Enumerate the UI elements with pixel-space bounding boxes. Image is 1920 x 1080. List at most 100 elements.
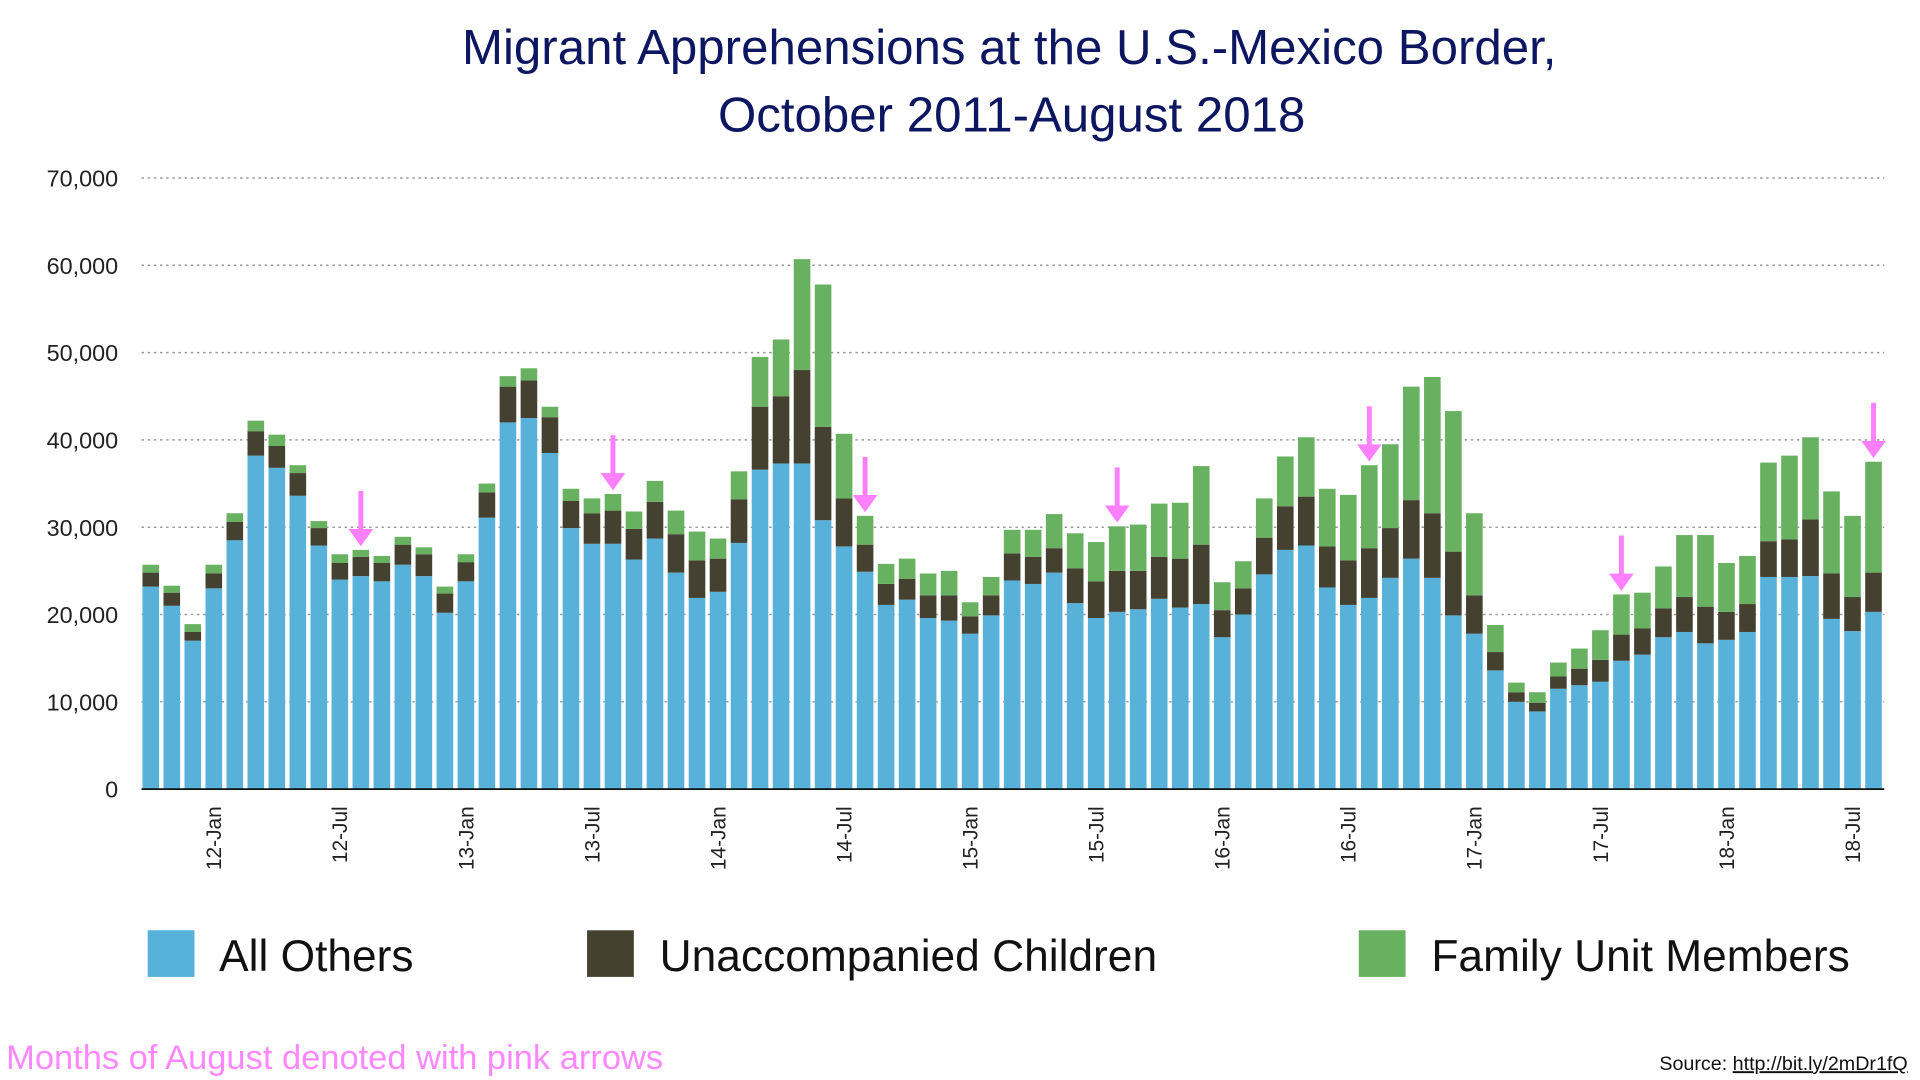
bar-segment-all-others [184, 640, 202, 790]
bar-segment-all-others [1466, 633, 1483, 790]
bar-segment-family-unit-members [1150, 503, 1168, 557]
bar-segment-family-unit-members [1382, 444, 1399, 529]
bar-segment-unaccompanied-children [1760, 541, 1777, 577]
bar-segment-family-unit-members [1445, 411, 1462, 552]
bar-segment-unaccompanied-children [751, 406, 769, 470]
bar-segment-unaccompanied-children [1192, 544, 1210, 605]
bar-segment-family-unit-members [394, 536, 412, 545]
bar-segment-family-unit-members [1613, 594, 1630, 635]
bar-segment-all-others [226, 540, 244, 790]
bar-segment-family-unit-members [352, 549, 370, 557]
bar-segment-unaccompanied-children [1697, 606, 1714, 644]
bar-segment-all-others [1297, 545, 1315, 790]
bar-segment-family-unit-members [1508, 682, 1525, 693]
bar-segment-unaccompanied-children [1003, 553, 1021, 581]
bar-segment-unaccompanied-children [688, 560, 706, 598]
legend-label-unaccompanied-children: Unaccompanied Children [660, 932, 1157, 981]
bar-segment-unaccompanied-children [877, 583, 895, 605]
bar-segment-unaccompanied-children [604, 510, 622, 544]
bar-segment-all-others [1003, 580, 1021, 790]
bar-segment-all-others [919, 618, 937, 790]
source-link[interactable]: http://bit.ly/2mDr1fQ [1733, 1053, 1908, 1075]
bar-segment-family-unit-members [310, 521, 328, 529]
bar-segment-family-unit-members [583, 498, 601, 514]
bar-segment-family-unit-members [1339, 494, 1357, 561]
legend-swatch-family-unit-members [1358, 930, 1406, 977]
legend-swatch-unaccompanied-children [587, 930, 634, 977]
bar-segment-unaccompanied-children [1550, 676, 1567, 689]
bar-segment-unaccompanied-children [1276, 506, 1294, 550]
bar-segment-all-others [415, 576, 433, 790]
bar-segment-unaccompanied-children [1066, 568, 1084, 604]
bar-segment-unaccompanied-children [1108, 570, 1126, 612]
bar-segment-unaccompanied-children [856, 544, 874, 572]
y-tick-label: 10,000 [47, 689, 119, 715]
bar-segment-family-unit-members [415, 547, 433, 555]
bar-segment-family-unit-members [1087, 542, 1105, 582]
bar-segment-family-unit-members [709, 538, 727, 559]
bar-segment-family-unit-members [1865, 461, 1882, 573]
august-arrow-icon [1104, 467, 1130, 523]
bar-segment-family-unit-members [268, 434, 286, 447]
bar-segment-all-others [1318, 587, 1336, 790]
legend: All Others Unaccompanied Children Family… [147, 930, 1850, 981]
bar-segment-family-unit-members [1066, 533, 1084, 569]
bar-segment-family-unit-members [1739, 556, 1756, 605]
bar-segment-unaccompanied-children [331, 562, 349, 580]
bar-segment-all-others [163, 605, 181, 790]
bar-segment-all-others [667, 572, 685, 790]
august-arrow-icon [1609, 535, 1634, 591]
bar-segment-family-unit-members [1297, 437, 1315, 497]
bar-segment-all-others [1739, 631, 1756, 790]
bar-segment-family-unit-members [982, 576, 1000, 596]
y-tick-label: 30,000 [47, 515, 119, 541]
bar-segment-all-others [1550, 688, 1567, 790]
bar-segment-all-others [478, 517, 496, 790]
y-axis: 0 10,000 20,000 30,000 40,000 50,000 60,000 70,… [47, 166, 119, 803]
bar-segment-family-unit-members [1592, 630, 1609, 660]
bar-segment-unaccompanied-children [961, 616, 979, 634]
bar-segment-all-others [1234, 614, 1252, 790]
bar-segment-unaccompanied-children [352, 556, 370, 577]
bar-segment-family-unit-members [919, 573, 937, 596]
bar-segment-unaccompanied-children [730, 499, 748, 543]
bar-segment-all-others [205, 588, 223, 790]
bar-segment-family-unit-members [1003, 529, 1021, 554]
bar-segment-unaccompanied-children [310, 528, 328, 546]
bar-segment-all-others [1360, 597, 1378, 790]
bar-segment-family-unit-members [1697, 535, 1714, 607]
bar-segment-family-unit-members [1529, 692, 1546, 703]
august-arrow-icon [1861, 402, 1886, 459]
bar-segment-all-others [583, 543, 601, 790]
chart-title: Migrant Apprehensions at the U.S.-Mexico… [462, 20, 1556, 75]
bar-segment-all-others [1613, 660, 1630, 790]
bar-segment-all-others [1781, 576, 1798, 790]
bar-segment-unaccompanied-children [1718, 611, 1735, 640]
bar-segment-family-unit-members [1466, 513, 1483, 596]
bar-segment-family-unit-members [478, 483, 496, 493]
bar-segment-all-others [961, 633, 979, 790]
bar-segment-unaccompanied-children [1255, 537, 1273, 575]
bar-segment-family-unit-members [1655, 566, 1672, 609]
y-tick-label: 20,000 [47, 602, 119, 628]
bar-segment-family-unit-members [1255, 498, 1273, 538]
y-tick-label: 50,000 [47, 340, 119, 366]
x-tick-label: 13-Jan [455, 806, 478, 870]
bar-segment-all-others [1129, 609, 1147, 790]
bar-segment-unaccompanied-children [268, 446, 286, 468]
bar-segment-all-others [709, 591, 727, 790]
bar-segment-all-others [268, 467, 286, 790]
bar-segment-family-unit-members [1403, 386, 1420, 501]
bar-segment-all-others [1403, 558, 1420, 790]
bar-segment-family-unit-members [793, 259, 811, 371]
bar-segment-unaccompanied-children [226, 521, 244, 541]
source: Source: http://bit.ly/2mDr1fQ [1659, 1053, 1907, 1075]
bar-segment-all-others [1045, 572, 1063, 790]
bar-segment-unaccompanied-children [1655, 608, 1672, 638]
bar-segment-all-others [331, 579, 349, 790]
bar-segment-family-unit-members [835, 433, 853, 499]
bar-segment-unaccompanied-children [415, 554, 433, 577]
bar-segment-unaccompanied-children [163, 592, 181, 606]
bar-segment-all-others [1382, 577, 1399, 790]
x-tick-label: 15-Jan [959, 806, 982, 870]
